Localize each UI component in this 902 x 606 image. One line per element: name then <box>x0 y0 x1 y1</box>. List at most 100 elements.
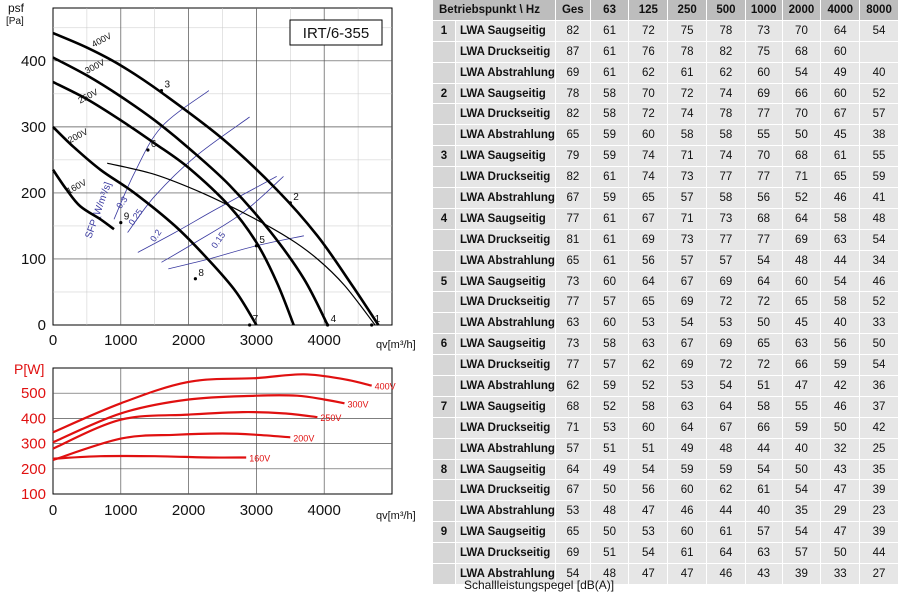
value-cell: 23 <box>859 500 899 523</box>
value-cell: 47 <box>820 479 861 502</box>
table-row: LWA Abstrahlung 63 60 53 54 53 50 45 40 33 <box>433 312 899 335</box>
power-curve-line <box>52 410 318 450</box>
value-cell: 44 <box>859 542 899 565</box>
value-cell: 69 <box>555 62 591 84</box>
value-cell: 69 <box>706 333 746 356</box>
value-cell: 67 <box>667 271 708 293</box>
value-cell: 65 <box>820 166 861 189</box>
value-cell: 61 <box>590 20 630 42</box>
value-cell: 65 <box>628 187 669 209</box>
value-cell: 68 <box>782 145 822 168</box>
value-cell: 42 <box>820 375 861 397</box>
table-body: 1 LWA Saugseitig 82 61 72 75 78 73 70 64 54 LWA Dru… <box>433 20 899 585</box>
table-row: 6 LWA Saugseitig 73 58 63 67 69 65 63 56 50 <box>433 333 899 356</box>
operating-point-marker <box>288 201 292 205</box>
operating-point-marker <box>325 323 330 327</box>
value-cell: 61 <box>706 521 746 544</box>
value-cell: 65 <box>628 291 669 314</box>
value-cell: 44 <box>820 250 861 272</box>
value-cell: 52 <box>859 83 899 105</box>
value-cell: 54 <box>628 459 669 481</box>
value-cell: 66 <box>782 83 822 105</box>
operating-point-cell <box>433 166 456 189</box>
power-speed-label: 400V <box>375 382 396 392</box>
value-cell: 82 <box>555 103 591 126</box>
value-cell: 46 <box>706 563 746 585</box>
value-cell <box>859 41 899 63</box>
value-cell: 54 <box>782 521 822 544</box>
value-cell: 60 <box>628 124 669 147</box>
value-cell: 77 <box>745 166 783 189</box>
row-label: LWA Saugseitig <box>455 459 556 481</box>
row-label: LWA Saugseitig <box>455 20 556 42</box>
operating-point-cell <box>433 563 456 585</box>
value-cell: 54 <box>706 375 746 397</box>
table-row: LWA Druckseitig 77 57 62 69 72 72 66 59 54 <box>433 354 899 377</box>
value-cell: 27 <box>859 563 899 585</box>
x-axis-label: qv[m³/h] <box>376 339 416 351</box>
value-cell: 53 <box>590 417 630 439</box>
power-speed-label: 300V <box>348 399 369 409</box>
value-cell: 52 <box>628 375 669 397</box>
value-cell: 47 <box>820 521 861 544</box>
sfp-curve <box>113 90 210 220</box>
value-cell: 62 <box>628 62 669 84</box>
row-label: LWA Druckseitig <box>455 291 556 314</box>
value-cell: 68 <box>782 41 822 63</box>
value-cell: 76 <box>628 41 669 63</box>
value-cell: 64 <box>667 417 708 439</box>
value-cell: 70 <box>782 20 822 42</box>
value-cell: 54 <box>859 354 899 377</box>
table-row: 1 LWA Saugseitig 82 61 72 75 78 73 70 64 54 <box>433 20 899 42</box>
value-cell: 41 <box>859 187 899 209</box>
operating-point-cell: 4 <box>433 208 456 230</box>
operating-point-label: 7 <box>253 314 259 325</box>
value-cell: 57 <box>706 250 746 272</box>
x-tick-label: 3000 <box>240 502 273 519</box>
value-cell: 65 <box>745 333 783 356</box>
value-cell: 64 <box>628 271 669 293</box>
operating-point-cell <box>433 417 456 439</box>
value-cell: 75 <box>667 20 708 42</box>
value-cell: 61 <box>745 479 783 502</box>
value-cell: 77 <box>706 229 746 251</box>
value-cell: 57 <box>782 542 822 565</box>
value-cell: 72 <box>667 83 708 105</box>
value-cell: 48 <box>782 250 822 272</box>
value-cell: 42 <box>859 417 899 439</box>
operating-point-label: 9 <box>124 212 130 223</box>
table-row: LWA Abstrahlung 65 59 60 58 58 55 50 45 38 <box>433 124 899 147</box>
value-cell: 64 <box>706 542 746 565</box>
value-cell: 50 <box>590 479 630 502</box>
value-cell: 72 <box>628 20 669 42</box>
x-tick-label: 0 <box>49 502 57 519</box>
value-cell: 61 <box>590 62 630 84</box>
row-label: LWA Druckseitig <box>455 354 556 377</box>
operating-point-cell <box>433 103 456 126</box>
value-cell: 54 <box>859 20 899 42</box>
value-cell: 51 <box>628 438 669 460</box>
header-operating-point: Betriebspunkt \ Hz <box>433 0 556 21</box>
value-cell: 54 <box>782 62 822 84</box>
value-cell: 67 <box>628 208 669 230</box>
row-label: LWA Abstrahlung <box>455 312 556 335</box>
value-cell: 73 <box>555 333 591 356</box>
value-cell: 48 <box>590 563 630 585</box>
operating-point-label: 5 <box>259 235 265 246</box>
table-row: LWA Druckseitig 69 51 54 61 64 63 57 50 44 <box>433 542 899 565</box>
operating-point-cell: 3 <box>433 145 456 168</box>
operating-point-cell: 7 <box>433 396 456 418</box>
value-cell: 74 <box>628 145 669 168</box>
value-cell: 67 <box>667 333 708 356</box>
value-cell: 70 <box>628 83 669 105</box>
operating-point-cell <box>433 479 456 502</box>
value-cell: 61 <box>590 250 630 272</box>
value-cell: 29 <box>820 500 861 523</box>
value-cell: 50 <box>859 333 899 356</box>
value-cell: 32 <box>820 438 861 460</box>
value-cell: 48 <box>859 208 899 230</box>
value-cell: 78 <box>555 83 591 105</box>
table-row: LWA Abstrahlung 67 59 65 57 58 56 52 46 41 <box>433 187 899 209</box>
operating-point-cell <box>433 312 456 335</box>
value-cell: 66 <box>782 354 822 377</box>
